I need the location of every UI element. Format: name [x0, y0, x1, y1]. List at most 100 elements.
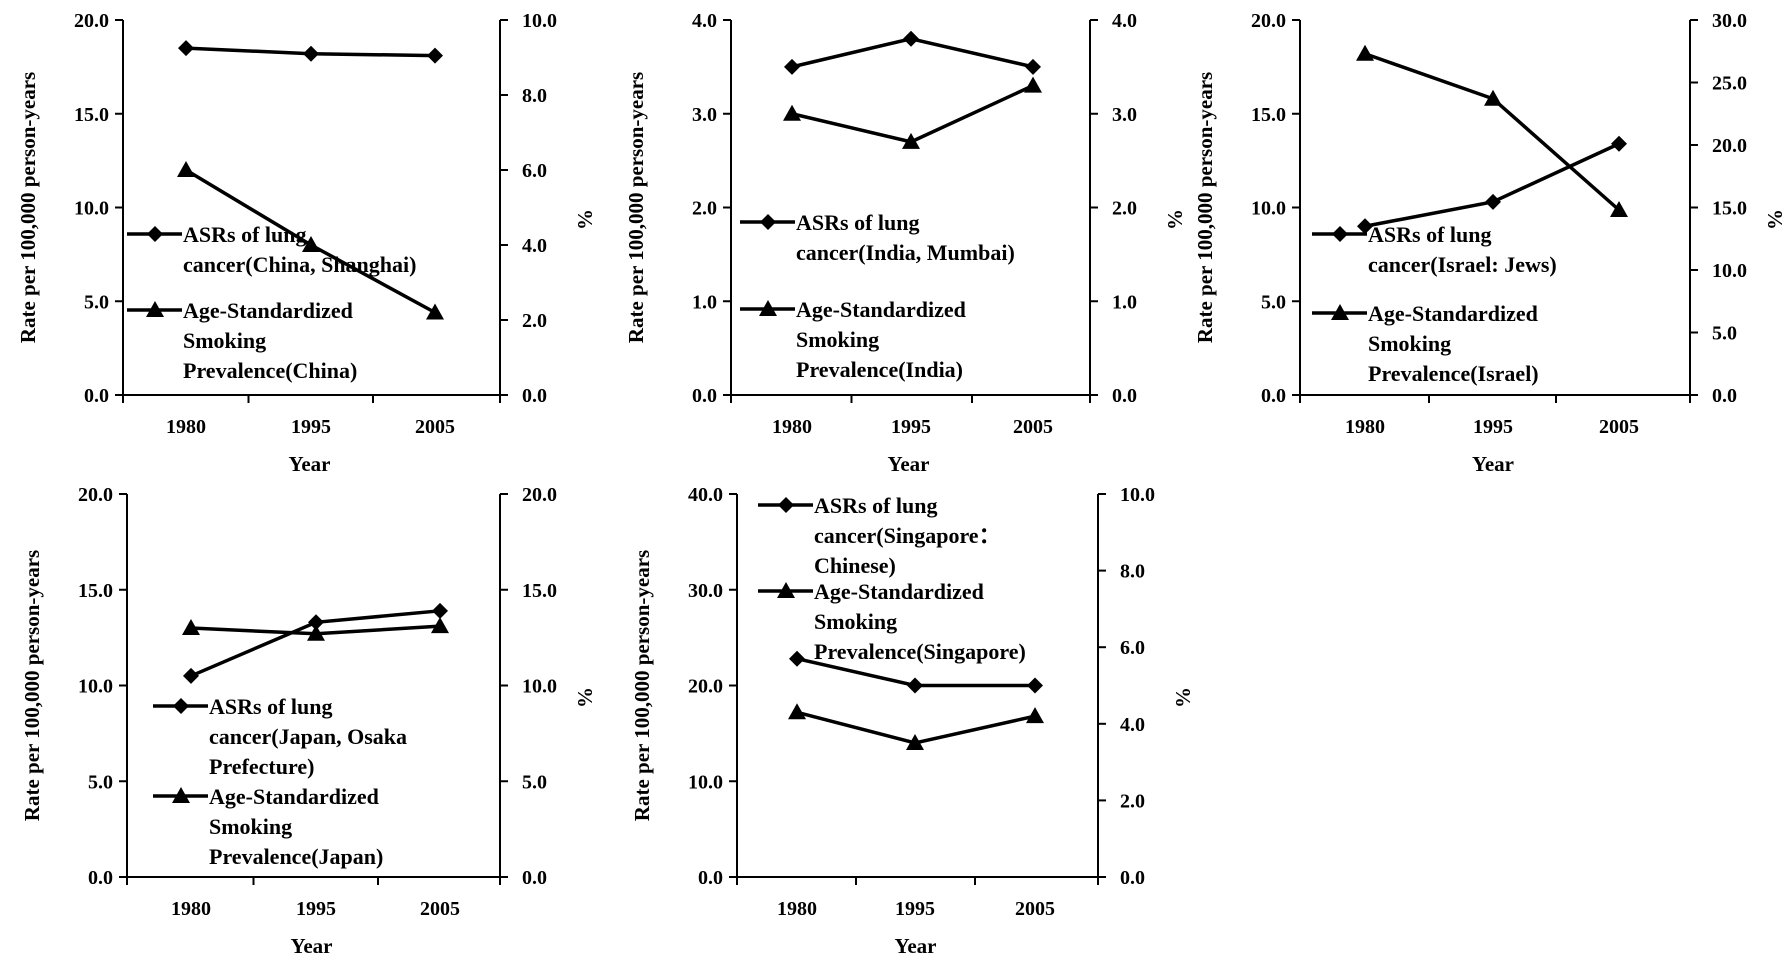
diamond-marker: [1025, 58, 1041, 75]
right-y-tick-label: 15.0: [1712, 198, 1747, 220]
chart-panel-4: 0.0 5.0 10.0 15.0 20.0 0.0 5.0 10.0 15.0 20.0 1980…: [20, 484, 597, 958]
left-y-tick-label: 0.0: [88, 867, 113, 889]
legend-label: cancer(Israel: Jews): [1368, 252, 1557, 277]
right-y-tick-label: 6.0: [1120, 637, 1145, 659]
x-tick-label: 2005: [1599, 416, 1639, 438]
right-y-tick-label: 0.0: [1112, 385, 1137, 407]
x-tick-label: 1980: [777, 898, 817, 920]
legend-label: ASRs of lung: [209, 694, 332, 719]
series-line-diamond: [1364, 142, 1620, 228]
legend-label: Prevalence(Israel): [1368, 361, 1539, 386]
right-y-tick-label: 4.0: [1112, 10, 1137, 32]
x-tick-label: 1995: [296, 898, 336, 920]
legend-label: Age-Standardized: [1368, 301, 1538, 326]
legend-label: Smoking: [814, 609, 897, 634]
legend-label: Prevalence(Singapore): [814, 639, 1026, 664]
triangle-marker: [1484, 89, 1502, 106]
triangle-marker: [902, 132, 920, 149]
right-y-tick-label: 5.0: [522, 771, 547, 793]
legend-triangle-icon: [1331, 304, 1349, 320]
x-tick-label: 2005: [415, 416, 455, 438]
right-y-axis-title: %: [1171, 687, 1195, 708]
left-y-tick-label: 20.0: [74, 10, 109, 32]
left-y-tick-label: 15.0: [78, 580, 113, 602]
diamond-marker: [903, 30, 919, 47]
triangle-marker: [783, 104, 801, 121]
triangle-marker: [906, 733, 924, 750]
triangle-marker: [1026, 707, 1044, 724]
right-y-axis-title: %: [573, 209, 597, 230]
legend-triangle-icon: [777, 582, 795, 598]
legend-label: Smoking: [1368, 331, 1451, 356]
legend-label: ASRs of lung: [814, 493, 937, 518]
left-y-tick-label: 30.0: [688, 580, 723, 602]
left-y-tick-label: 10.0: [1251, 198, 1286, 220]
left-y-tick-label: 15.0: [1251, 104, 1286, 126]
legend-label: cancer(India, Mumbai): [796, 240, 1015, 265]
legend-label: Smoking: [796, 327, 879, 352]
right-y-tick-label: 0.0: [522, 385, 547, 407]
legend-label: Prefecture): [209, 754, 314, 779]
x-tick-label: 1995: [1473, 416, 1513, 438]
triangle-marker: [1356, 44, 1374, 61]
right-y-tick-label: 15.0: [522, 580, 557, 602]
triangle-marker: [788, 703, 806, 720]
legend-label: ASRs of lung: [796, 210, 919, 235]
chart-panel-3: 0.0 5.0 10.0 15.0 20.0 0.0 5.0 10.0 15.0 20.0 25.0…: [1193, 10, 1787, 476]
right-y-tick-label: 30.0: [1712, 10, 1747, 32]
legend: ASRs of lung cancer(Israel: Jews) Age-Stan…: [1312, 222, 1557, 386]
x-axis-title: Year: [1472, 452, 1514, 476]
x-tick-label: 1995: [891, 416, 931, 438]
chart-panel-2: 0.0 1.0 2.0 3.0 4.0 0.0 1.0 2.0 3.0 4.0 1980 1995 20…: [624, 10, 1187, 476]
x-tick-label: 1995: [291, 416, 331, 438]
x-tick-label: 2005: [420, 898, 460, 920]
left-y-tick-label: 10.0: [688, 771, 723, 793]
left-y-tick-label: 10.0: [78, 676, 113, 698]
diamond-marker: [784, 58, 800, 75]
right-y-tick-label: 10.0: [522, 676, 557, 698]
legend-diamond-icon: [760, 214, 776, 230]
legend-label: Age-Standardized: [796, 297, 966, 322]
diamond-marker: [432, 602, 448, 619]
triangle-marker: [1024, 76, 1042, 93]
diamond-marker: [1027, 677, 1043, 694]
legend-diamond-icon: [778, 497, 794, 513]
left-y-axis-title: Rate per 100,000 person-years: [630, 550, 654, 821]
legend-label: Prevalence(Japan): [209, 844, 383, 869]
left-y-tick-label: 0.0: [1261, 385, 1286, 407]
left-y-tick-label: 15.0: [74, 104, 109, 126]
left-y-tick-label: 3.0: [692, 104, 717, 126]
x-axis-title: Year: [291, 934, 333, 958]
x-tick-label: 2005: [1015, 898, 1055, 920]
legend-label: Age-Standardized: [183, 298, 353, 323]
right-y-tick-label: 8.0: [522, 85, 547, 107]
right-y-tick-label: 4.0: [1120, 714, 1145, 736]
series-line-triangle: [1364, 52, 1621, 212]
x-tick-label: 1980: [1345, 416, 1385, 438]
legend-diamond-icon: [147, 226, 163, 242]
diamond-marker: [303, 45, 319, 62]
left-y-axis-title: Rate per 100,000 person-years: [1193, 72, 1217, 343]
right-y-tick-label: 2.0: [1112, 198, 1137, 220]
triangle-marker: [426, 303, 444, 320]
legend-label: Age-Standardized: [209, 784, 379, 809]
legend-label: Chinese): [814, 553, 896, 578]
x-axis-title: Year: [895, 934, 937, 958]
left-y-tick-label: 20.0: [688, 676, 723, 698]
legend-label: Prevalence(India): [796, 357, 963, 382]
right-y-tick-label: 0.0: [1712, 385, 1737, 407]
right-y-tick-label: 8.0: [1120, 561, 1145, 583]
x-axis-title: Year: [888, 452, 930, 476]
diamond-marker: [427, 47, 443, 64]
right-y-tick-label: 10.0: [522, 10, 557, 32]
x-tick-label: 1995: [895, 898, 935, 920]
chart-panel-5: 0.0 10.0 20.0 30.0 40.0 0.0 2.0 4.0 6.0 8.0 10.0 19…: [630, 484, 1195, 958]
legend: ASRs of lung cancer(China, Shanghai) Age-S…: [127, 222, 416, 383]
legend-label: Smoking: [209, 814, 292, 839]
legend-triangle-icon: [146, 301, 164, 317]
x-tick-label: 2005: [1013, 416, 1053, 438]
left-y-tick-label: 5.0: [88, 771, 113, 793]
right-y-tick-label: 0.0: [1120, 867, 1145, 889]
legend-label: Prevalence(China): [183, 358, 357, 383]
